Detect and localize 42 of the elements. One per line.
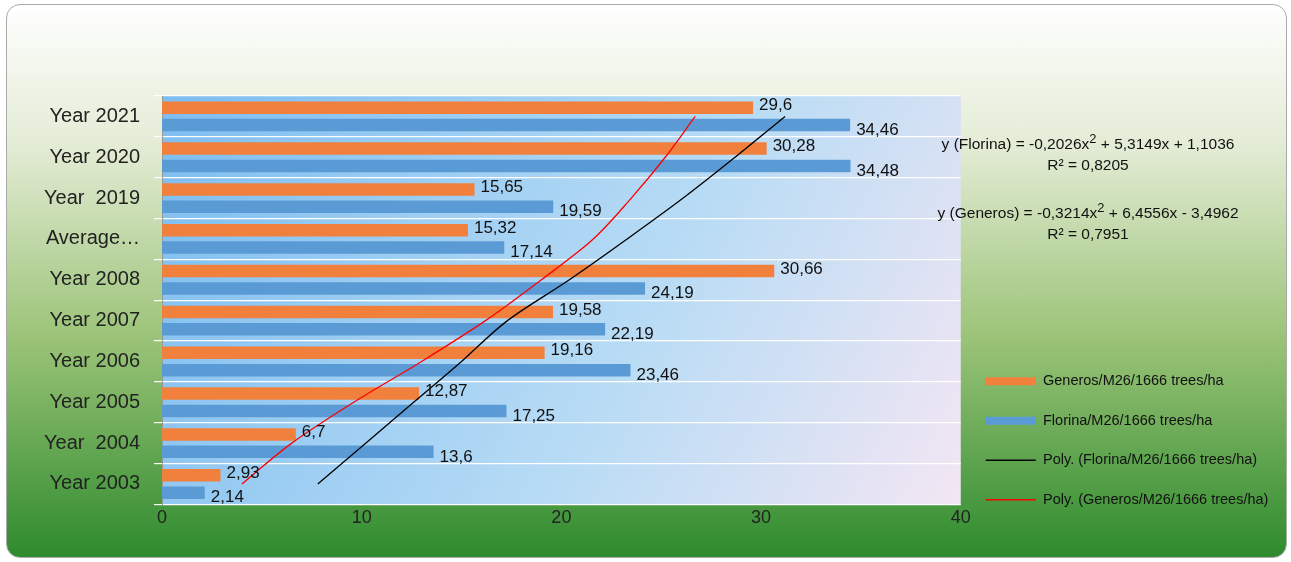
text: R² = 0,7951 [1046,224,1130,245]
data-label: 13,6 [439,446,473,466]
x-tick-label: 40 [950,507,971,528]
data-label: 19,59 [559,201,602,221]
y-tick-label: Average… [45,226,141,249]
data-label: 6,7 [301,422,326,442]
y-tick-label: Year 2006 [49,348,141,371]
data-label: 30,66 [780,258,823,278]
x-tick-label: 10 [351,507,372,528]
y-tick-label: Year 2021 [49,103,141,126]
text: R² = 0,8205 [1047,156,1129,174]
legend-label: Florina/M26/1666 trees/ha [1043,411,1214,428]
y-tick-label: Year 2003 [49,471,141,494]
data-label: 17,14 [510,242,553,262]
data-label: 19,58 [559,299,602,319]
data-label: 34,48 [856,160,900,180]
data-label: 30,28 [772,136,816,156]
data-label: 34,46 [856,119,899,139]
y-tick-label: Year 2020 [49,144,141,167]
x-tick-label: 0 [157,507,168,528]
y-tick-label: Year 2005 [49,389,141,412]
data-label: 24,19 [651,283,694,303]
legend-label: Poly. (Generos/M26/1666 trees/ha) [1043,490,1269,507]
data-label: 23,46 [636,364,680,384]
annotation: y (Generos) = -0,3214x$^{2}$ + 6,4556x - 3,4962 [936,199,1240,224]
x-tick-label: 30 [751,507,772,528]
data-label: 29,6 [759,95,793,115]
legend-label: Generos/M26/1666 trees/ha [1043,372,1225,389]
legend-label: Poly. (Florina/M26/1666 trees/ha) [1043,451,1258,468]
data-label: 17,25 [512,405,556,425]
data-label: 19,16 [550,340,594,360]
y-tick-label: Year 2004 [44,430,141,453]
data-label: 2,14 [210,487,244,507]
data-label: 12,87 [425,381,468,401]
data-label: 22,19 [611,323,654,343]
y-tick-label: Year 2007 [49,308,141,331]
y-tick-label: Year 2019 [44,185,141,208]
data-label: 15,32 [473,217,517,237]
annotation: y (Florina) = -0,2026x$^{2}$ + 5,3149x + 1,1036 [941,131,1235,153]
y-tick-label: Year 2008 [49,267,141,290]
x-tick-label: 20 [551,507,572,528]
data-label: 15,65 [480,177,524,197]
